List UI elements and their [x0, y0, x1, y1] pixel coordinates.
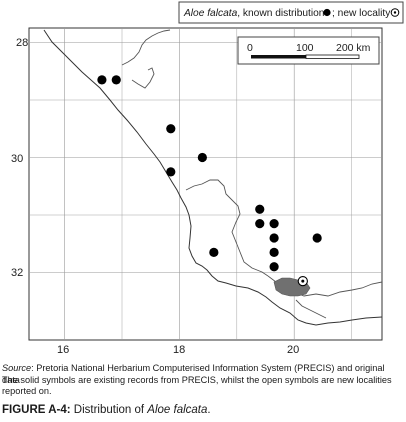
provincial-boundary-south [295, 299, 327, 319]
known-record-point [269, 219, 279, 229]
known-record-point [269, 233, 279, 243]
known-record-point [166, 124, 176, 134]
figure-label: FIGURE A-4: [2, 404, 71, 416]
source-text: : Pretoria National Herbarium Computeris… [2, 363, 385, 385]
known-record-point [111, 75, 121, 85]
source-label: Source [2, 363, 32, 373]
scale-tick-0: 0 [247, 42, 253, 54]
known-records [97, 75, 322, 272]
lat-label-32: 32 [11, 267, 23, 279]
known-record-point [197, 152, 207, 163]
provincial-boundary [185, 179, 269, 277]
known-record-point [209, 247, 219, 257]
figure-species: Aloe falcata [147, 404, 208, 416]
graticule [29, 28, 382, 340]
source-caption: Source: Pretoria National Herbarium Comp… [2, 363, 404, 386]
figure-end: . [207, 404, 211, 416]
distribution-map: 28 30 32 16 18 20 Aloe falcata, known di… [11, 1, 404, 356]
legend-known-text: , known distribution [237, 8, 324, 19]
coastline [43, 29, 383, 326]
legend-species: Aloe falcata [183, 8, 238, 19]
known-record-point [97, 75, 107, 85]
lon-label-18: 18 [173, 344, 185, 356]
new-records [297, 275, 308, 287]
svg-text:Aloe falcata, known distributi: Aloe falcata, known distribution [183, 8, 324, 19]
known-record-point [312, 233, 322, 243]
known-record-point [255, 219, 265, 229]
figure-title: FIGURE A-4: Distribution of Aloe falcata… [2, 404, 211, 416]
legend-new-text: ; new locality [332, 8, 391, 19]
lon-label-20: 20 [287, 344, 299, 356]
lon-label-16: 16 [57, 344, 69, 356]
northern-border-east [131, 67, 155, 89]
known-record-point [269, 262, 279, 272]
figure-text: Distribution of [70, 404, 148, 416]
lat-label-30: 30 [11, 153, 23, 165]
northern-border [121, 29, 171, 66]
lat-label-28: 28 [16, 37, 28, 49]
known-record-point [269, 247, 279, 257]
map-frame [28, 27, 383, 341]
note-caption: The solid symbols are existing records f… [2, 374, 392, 397]
new-record-point-center [301, 279, 305, 283]
legend-new-symbol [390, 8, 400, 17]
known-record-point [255, 204, 265, 214]
scale-tick-200: 200 km [336, 42, 371, 54]
scale-tick-100: 100 [296, 42, 314, 54]
known-record-point [166, 167, 176, 177]
legend-known-symbol [323, 8, 331, 17]
legend: Aloe falcata, known distribution ; new l… [178, 1, 404, 24]
scale-bar: 0 100 200 km [237, 36, 380, 65]
